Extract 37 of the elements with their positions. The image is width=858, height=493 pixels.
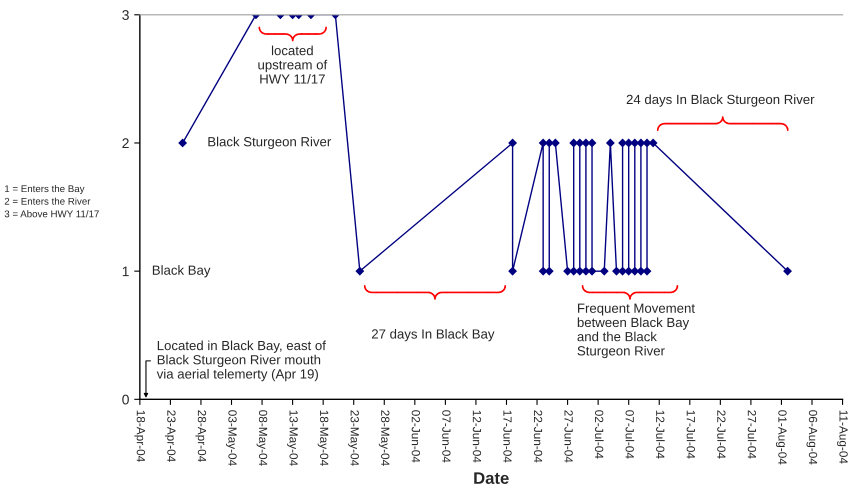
x-tick-label: 08-May-04	[256, 410, 268, 466]
x-tick-label: 28-Apr-04	[195, 410, 206, 462]
y-tick-label: 1	[122, 266, 129, 276]
y-tick-label: 2	[122, 138, 129, 148]
y-tick-label: 0	[122, 394, 129, 404]
y-tick-label: 3	[122, 10, 129, 20]
x-tick-label: 17-Jun-04	[503, 410, 512, 463]
x-tick-label: 27-Jun-04	[564, 410, 573, 463]
x-tick-label: 03-May-04	[226, 410, 237, 466]
x-tick-label: 07-Jun-04	[442, 410, 451, 463]
x-tick-label: 02-Jun-04	[412, 410, 420, 463]
x-tick-label: 07-Jul-04	[626, 410, 634, 459]
x-tick-label: 22-Jul-04	[717, 410, 726, 459]
text: 1 = Enters the Bay 2 = Enters the River 3 = Above HWY 11/17	[4, 185, 99, 218]
x-tick-label: 18-Apr-04	[134, 410, 146, 462]
annotation: Black Sturgeon River	[208, 136, 332, 149]
x-tick-label: 02-Jul-04	[594, 410, 604, 459]
x-tick-label: 28-May-04	[378, 410, 390, 466]
x-tick-label: 06-Aug-04	[806, 410, 818, 465]
x-tick-label: 17-Jul-04	[686, 410, 696, 459]
x-tick-label: 23-Apr-04	[164, 410, 176, 462]
annotation: 24 days In Black Sturgeon River	[626, 94, 814, 107]
x-tick-label: 18-May-04	[318, 410, 328, 466]
x-axis-title: Date	[474, 472, 509, 484]
annotation: Located in Black Bay, east of Black Sturgeon River mouth via aerial telemerty (Apr 19)	[156, 340, 326, 382]
annotation: 27 days In Black Bay	[372, 328, 494, 342]
x-tick-label: 23-May-04	[348, 410, 359, 466]
x-tick-label: 22-Jun-04	[534, 410, 542, 463]
annotation: Frequent Movement between Black Bay and the Black Sturgeon River	[577, 304, 695, 358]
annotation: Black Bay	[152, 265, 210, 278]
x-tick-label: 13-May-04	[287, 410, 298, 466]
x-tick-label: 27-Jul-04	[748, 410, 756, 459]
x-tick-label: 01-Aug-04	[776, 410, 787, 465]
x-tick-label: 11-Aug-04	[837, 410, 848, 464]
x-tick-label: 12-Jun-04	[472, 410, 482, 463]
x-tick-label: 12-Jul-04	[656, 410, 665, 459]
annotation: located upstream of HWY 11/17	[258, 46, 328, 84]
